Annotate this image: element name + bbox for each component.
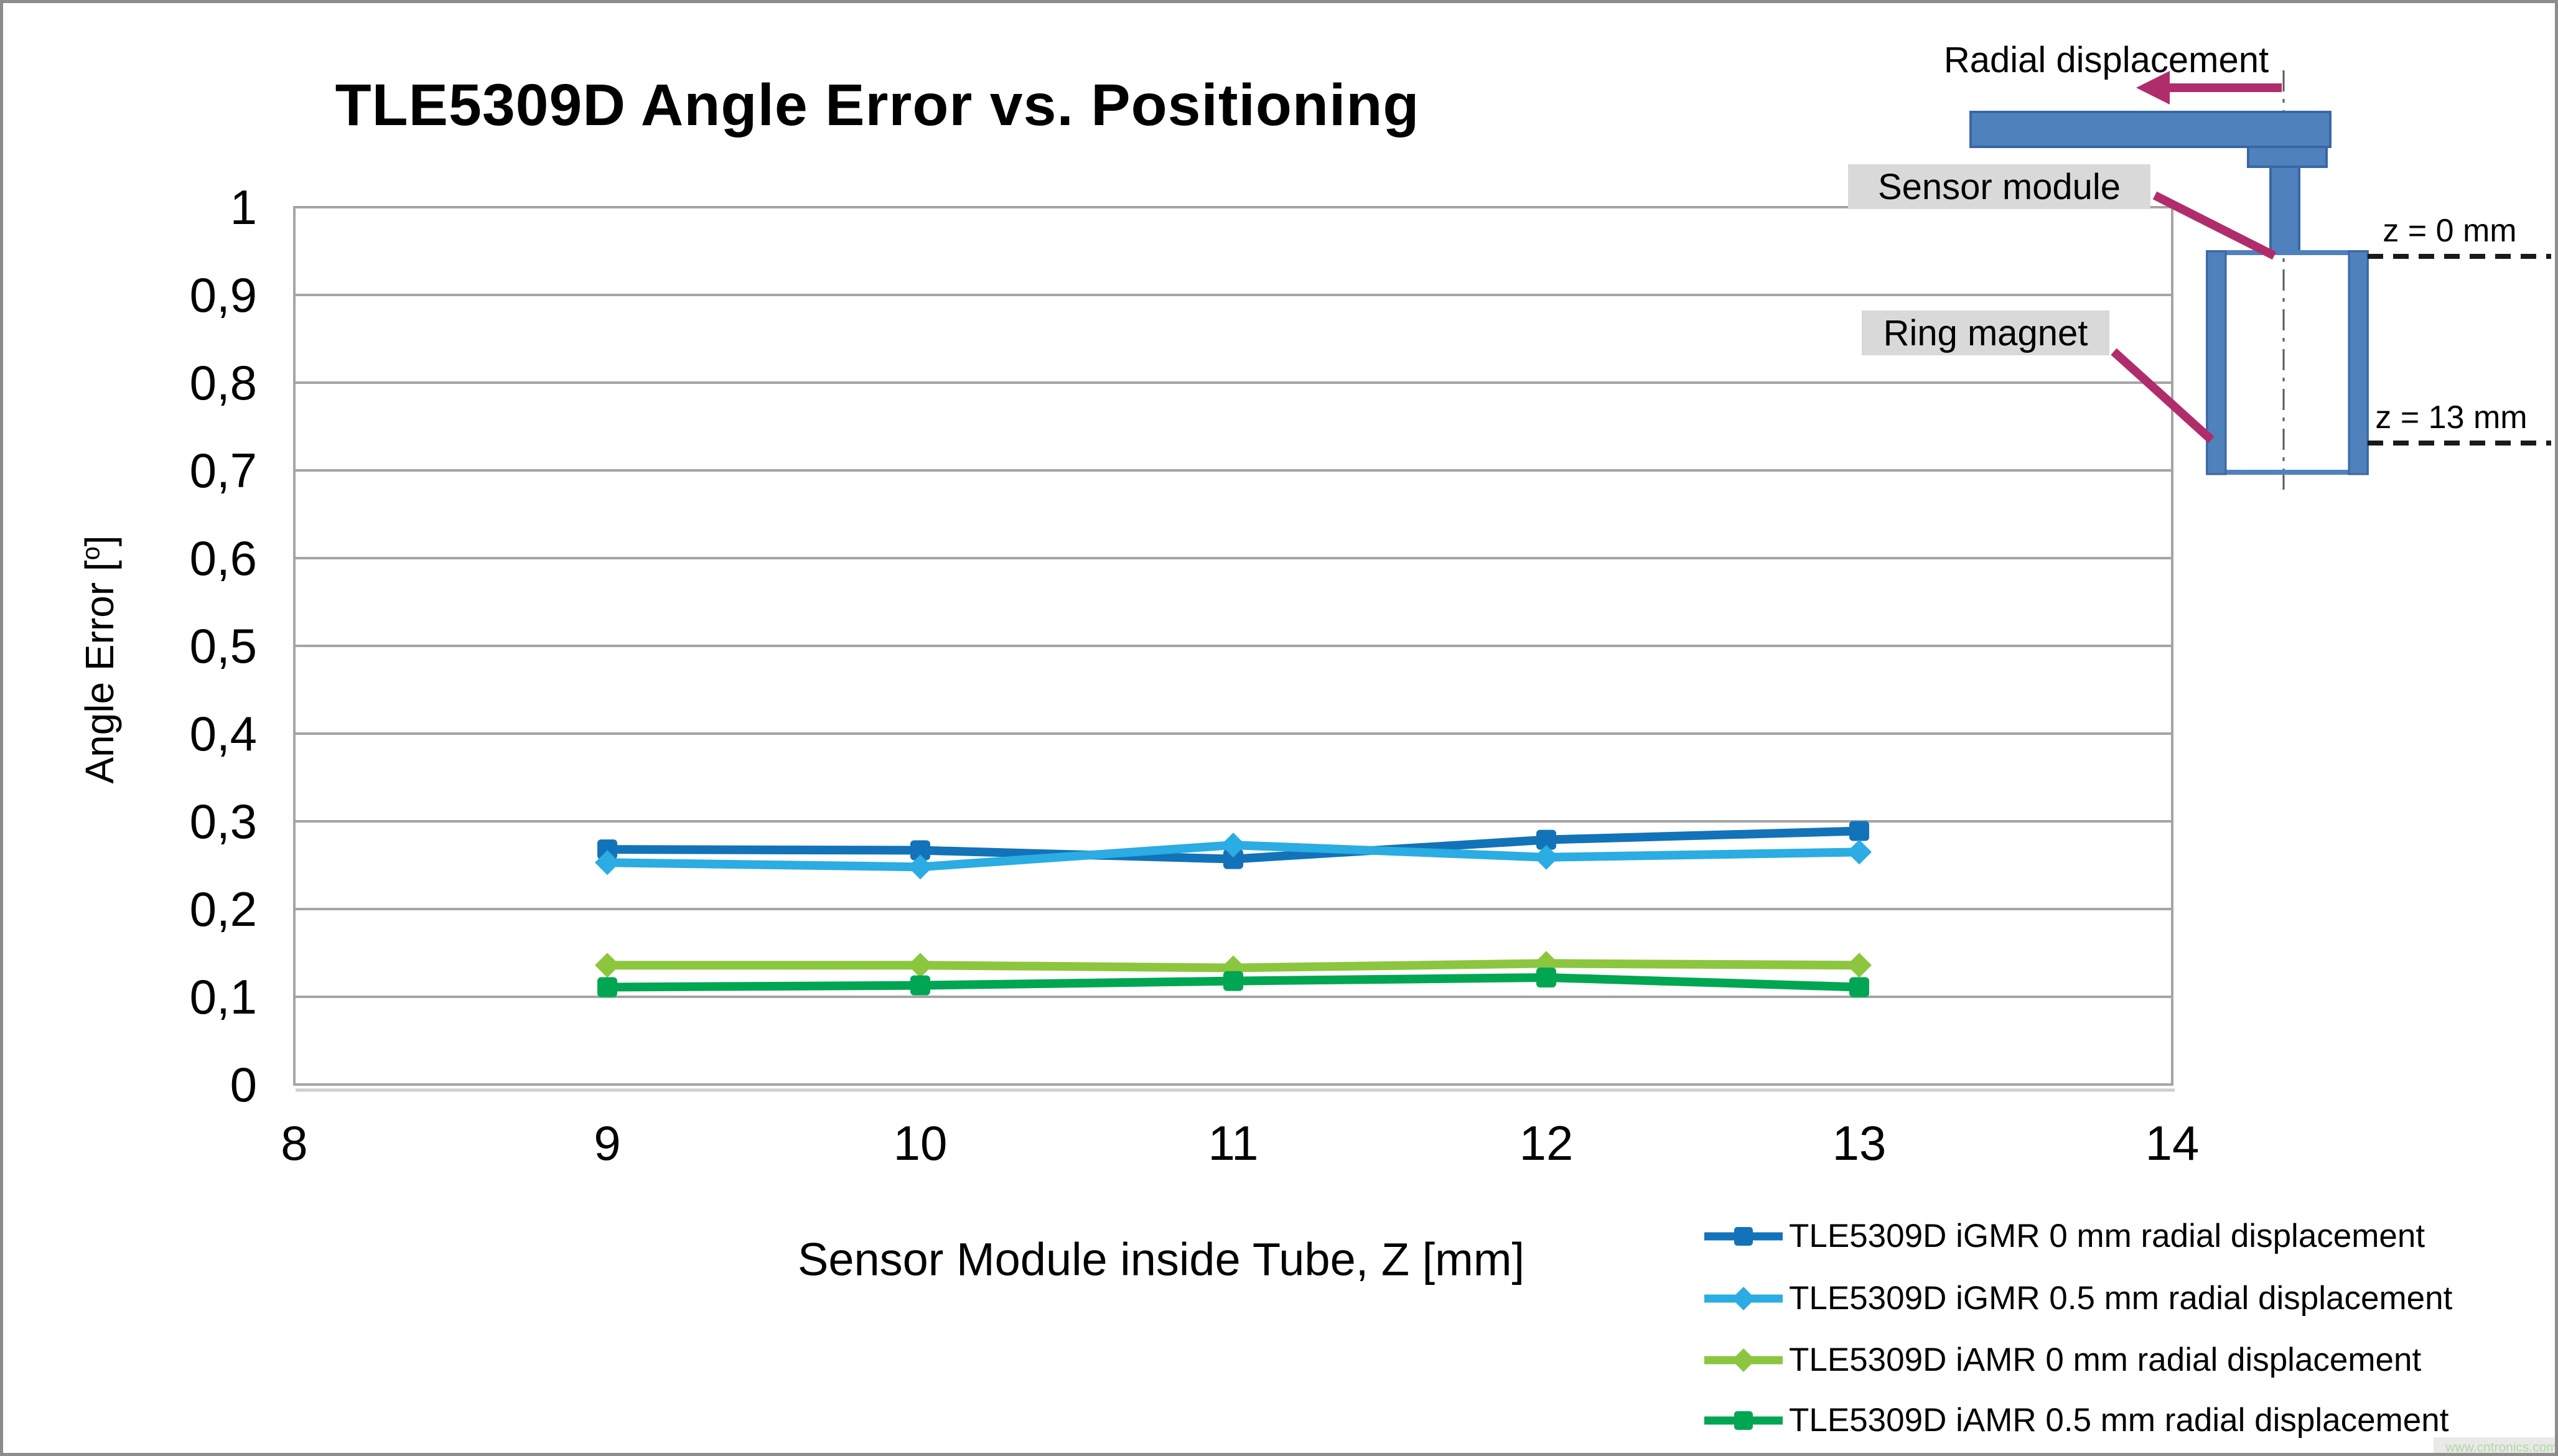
y-tick-label: 0,4 bbox=[189, 706, 257, 761]
y-tick-label: 0,6 bbox=[189, 531, 257, 586]
plot-frame bbox=[293, 206, 2173, 1086]
data-point-marker bbox=[1849, 821, 1869, 841]
data-point-marker bbox=[1847, 953, 1872, 978]
data-point-marker bbox=[597, 839, 617, 860]
inset-diagram bbox=[1969, 70, 2551, 490]
x-tick-label: 9 bbox=[594, 1116, 621, 1170]
data-point-marker bbox=[1221, 833, 1246, 858]
legend-item: TLE5309D iAMR 0.5 mm radial displacement bbox=[1703, 1404, 2448, 1437]
y-tick-label: 0 bbox=[230, 1057, 257, 1112]
tube-right-wall bbox=[2348, 250, 2369, 475]
legend-marker-icon bbox=[1704, 1348, 1783, 1372]
legend-label: TLE5309D iGMR 0 mm radial displacement bbox=[1789, 1218, 2425, 1254]
data-point-marker bbox=[1223, 849, 1243, 869]
x-tick-label: 14 bbox=[2145, 1116, 2200, 1170]
sensor-module-label: Sensor module bbox=[1848, 164, 2150, 209]
watermark: www.cntronics.com bbox=[2434, 1437, 2555, 1453]
x-tick-label: 12 bbox=[1519, 1116, 1574, 1170]
data-point-marker bbox=[1849, 977, 1869, 997]
x-tick-label: 13 bbox=[1832, 1116, 1887, 1170]
data-point-marker bbox=[908, 854, 933, 880]
bottom-bar bbox=[3, 1453, 2558, 1456]
data-point-marker bbox=[595, 850, 620, 875]
data-point-marker bbox=[908, 953, 933, 978]
legend-label: TLE5309D iAMR 0.5 mm radial displacement bbox=[1789, 1402, 2449, 1439]
radial-displacement-label: Radial displacement bbox=[1943, 40, 2269, 80]
data-point-marker bbox=[595, 953, 620, 978]
data-point-marker bbox=[1536, 967, 1556, 987]
y-tick-label: 1 bbox=[230, 180, 257, 235]
x-tick-label: 10 bbox=[893, 1116, 948, 1170]
data-point-marker bbox=[910, 975, 930, 996]
ring-magnet-label: Ring magnet bbox=[1862, 310, 2109, 355]
y-tick-label: 0,9 bbox=[189, 268, 257, 322]
page-title: TLE5309D Angle Error vs. Positioning bbox=[335, 72, 1420, 138]
z13-label: z = 13 mm bbox=[2375, 399, 2528, 436]
sensor-rod bbox=[2269, 166, 2300, 255]
legend-label: TLE5309D iAMR 0 mm radial displacement bbox=[1789, 1342, 2422, 1378]
y-tick-label: 0,1 bbox=[189, 969, 257, 1024]
legend-marker-icon bbox=[1704, 1411, 1783, 1430]
radial-arrow-head bbox=[2136, 71, 2170, 105]
data-point-marker bbox=[910, 840, 930, 861]
legend-marker-icon bbox=[1704, 1287, 1783, 1310]
legend-marker-icon bbox=[1704, 1227, 1783, 1246]
x-axis-title: Sensor Module inside Tube, Z [mm] bbox=[797, 1233, 1525, 1286]
y-tick-label: 0,5 bbox=[189, 618, 257, 673]
tube-left-wall bbox=[2206, 250, 2227, 475]
legend-item: TLE5309D iGMR 0 mm radial displacement bbox=[1703, 1220, 2425, 1253]
y-tick-label: 0,3 bbox=[189, 794, 257, 849]
z0-label: z = 0 mm bbox=[2383, 213, 2517, 249]
data-point-marker bbox=[597, 977, 617, 997]
data-point-marker bbox=[1847, 839, 1872, 865]
x-tick-label: 11 bbox=[1208, 1116, 1259, 1170]
plot-area bbox=[293, 206, 2175, 1092]
data-point-marker bbox=[1223, 971, 1243, 991]
sensor-leader-arrow bbox=[2152, 191, 2277, 260]
y-tick-label: 0,7 bbox=[189, 443, 257, 498]
y-tick-label: 0,2 bbox=[189, 882, 257, 936]
mount-block bbox=[2247, 146, 2328, 168]
arm-bar bbox=[1969, 111, 2332, 148]
ring-leader-arrow bbox=[2111, 348, 2215, 444]
data-point-marker bbox=[1536, 829, 1556, 850]
legend-label: TLE5309D iGMR 0.5 mm radial displacement bbox=[1789, 1280, 2453, 1317]
legend-item: TLE5309D iGMR 0.5 mm radial displacement bbox=[1703, 1282, 2452, 1315]
y-tick-label: 0,8 bbox=[189, 355, 257, 410]
tube-outline bbox=[2206, 250, 2369, 475]
data-point-marker bbox=[1534, 844, 1559, 870]
x-tick-label: 8 bbox=[281, 1116, 308, 1170]
legend-item: TLE5309D iAMR 0 mm radial displacement bbox=[1703, 1343, 2421, 1377]
